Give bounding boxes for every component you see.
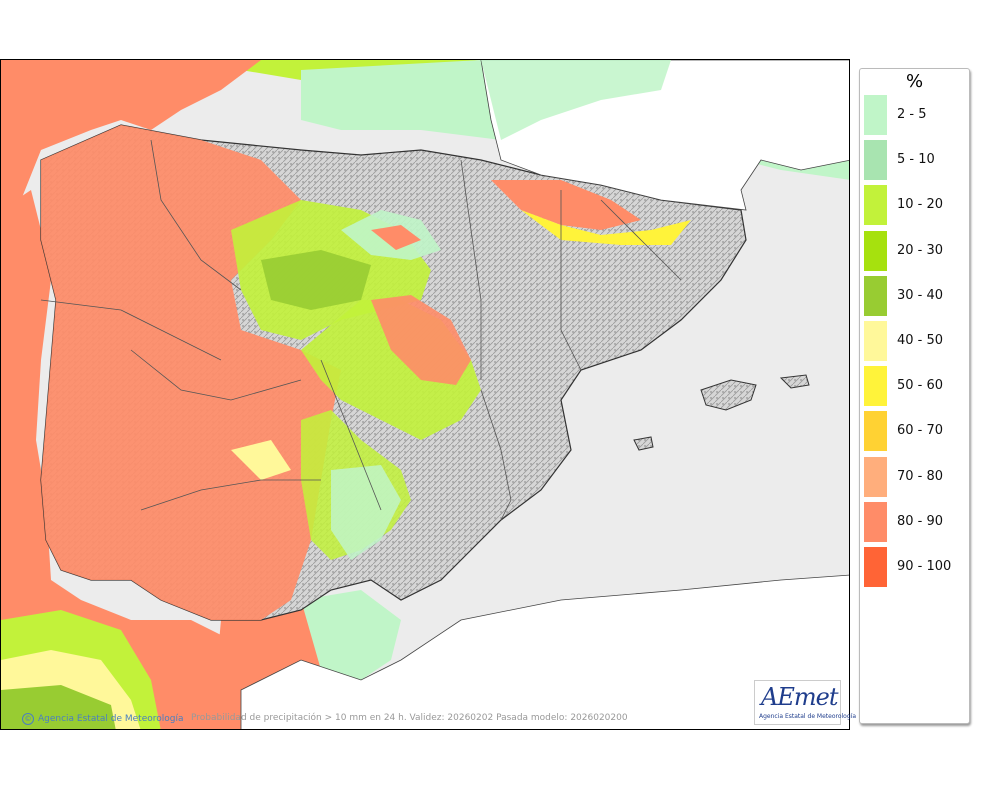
cantabrian-west-high — [121, 60, 261, 130]
map-caption: Probabilidad de precipitación > 10 mm en… — [191, 713, 628, 723]
legend-row: 40 - 50 — [860, 321, 969, 361]
menorca — [779, 374, 810, 389]
legend-row: 5 - 10 — [860, 140, 969, 181]
legend-label: 20 - 30 — [897, 242, 944, 258]
probability-map — [0, 59, 850, 730]
legend-swatch — [864, 185, 887, 226]
legend-row: 70 - 80 — [860, 456, 969, 497]
legend-swatch — [864, 501, 887, 542]
legend-swatch — [864, 321, 887, 361]
legend-row: 10 - 20 — [860, 185, 969, 226]
iberian-range-high — [371, 295, 471, 385]
legend-label: 60 - 70 — [897, 423, 944, 439]
legend-label: 10 - 20 — [897, 197, 944, 213]
map-canvas — [1, 60, 849, 729]
legend-row: 90 - 100 — [860, 547, 969, 587]
legend-swatch — [864, 95, 887, 135]
legend-row: 2 - 5 — [860, 95, 969, 135]
legend-row: 80 - 90 — [860, 501, 969, 542]
credit: © Agencia Estatal de Meteorología — [22, 713, 184, 725]
legend-swatch — [864, 275, 887, 316]
ibiza — [633, 436, 654, 451]
pyrenees-mid — [521, 210, 691, 245]
legend-swatch — [864, 547, 887, 587]
legend-label: 40 - 50 — [897, 333, 944, 348]
legend-swatch — [864, 230, 887, 271]
north-africa — [240, 574, 849, 729]
legend-row: 60 - 70 — [860, 411, 969, 452]
mancha-mid — [231, 440, 291, 480]
legend-swatch — [864, 411, 887, 452]
pyrenees-high — [491, 180, 641, 230]
region-borders — [40, 139, 682, 521]
aemet-logo: AEmet Agencia Estatal de Meteorología — [754, 680, 856, 725]
legend-row: 20 - 30 — [860, 230, 969, 271]
logo-subtitle: Agencia Estatal de Meteorología — [759, 713, 856, 720]
legend-label: 70 - 80 — [897, 468, 944, 484]
legend-swatch — [864, 366, 887, 407]
logo-wordmark: AEmet — [761, 683, 838, 711]
legend-label: 30 - 40 — [897, 287, 944, 303]
legend: % 2 - 5 5 - 10 10 - 20 20 - 30 30 - 40 40 - 5… — [859, 68, 970, 724]
legend-label: 80 - 90 — [897, 513, 944, 529]
legend-label: 50 - 60 — [897, 378, 944, 394]
legend-label: 90 - 100 — [897, 559, 952, 574]
legend-row: 30 - 40 — [860, 275, 969, 316]
france-south-band — [481, 60, 671, 140]
cantabria-spot — [371, 225, 421, 250]
west-peninsula-high — [41, 125, 341, 620]
copyright-icon: © — [22, 713, 34, 725]
atlantic-north-high — [1, 60, 151, 220]
atlantic-west-high — [1, 190, 241, 729]
mallorca — [700, 379, 757, 411]
credit-text: Agencia Estatal de Meteorología — [38, 714, 184, 724]
legend-unit: % — [905, 71, 924, 92]
south-east-low — [331, 465, 401, 560]
legend-row: 50 - 60 — [860, 366, 969, 407]
legend-swatch — [864, 140, 887, 181]
cantabrian-sea-low — [301, 60, 521, 140]
duero-low — [261, 250, 371, 310]
legend-swatch — [864, 456, 887, 497]
legend-label: 5 - 10 — [897, 152, 935, 168]
legend-label: 2 - 5 — [897, 107, 927, 122]
